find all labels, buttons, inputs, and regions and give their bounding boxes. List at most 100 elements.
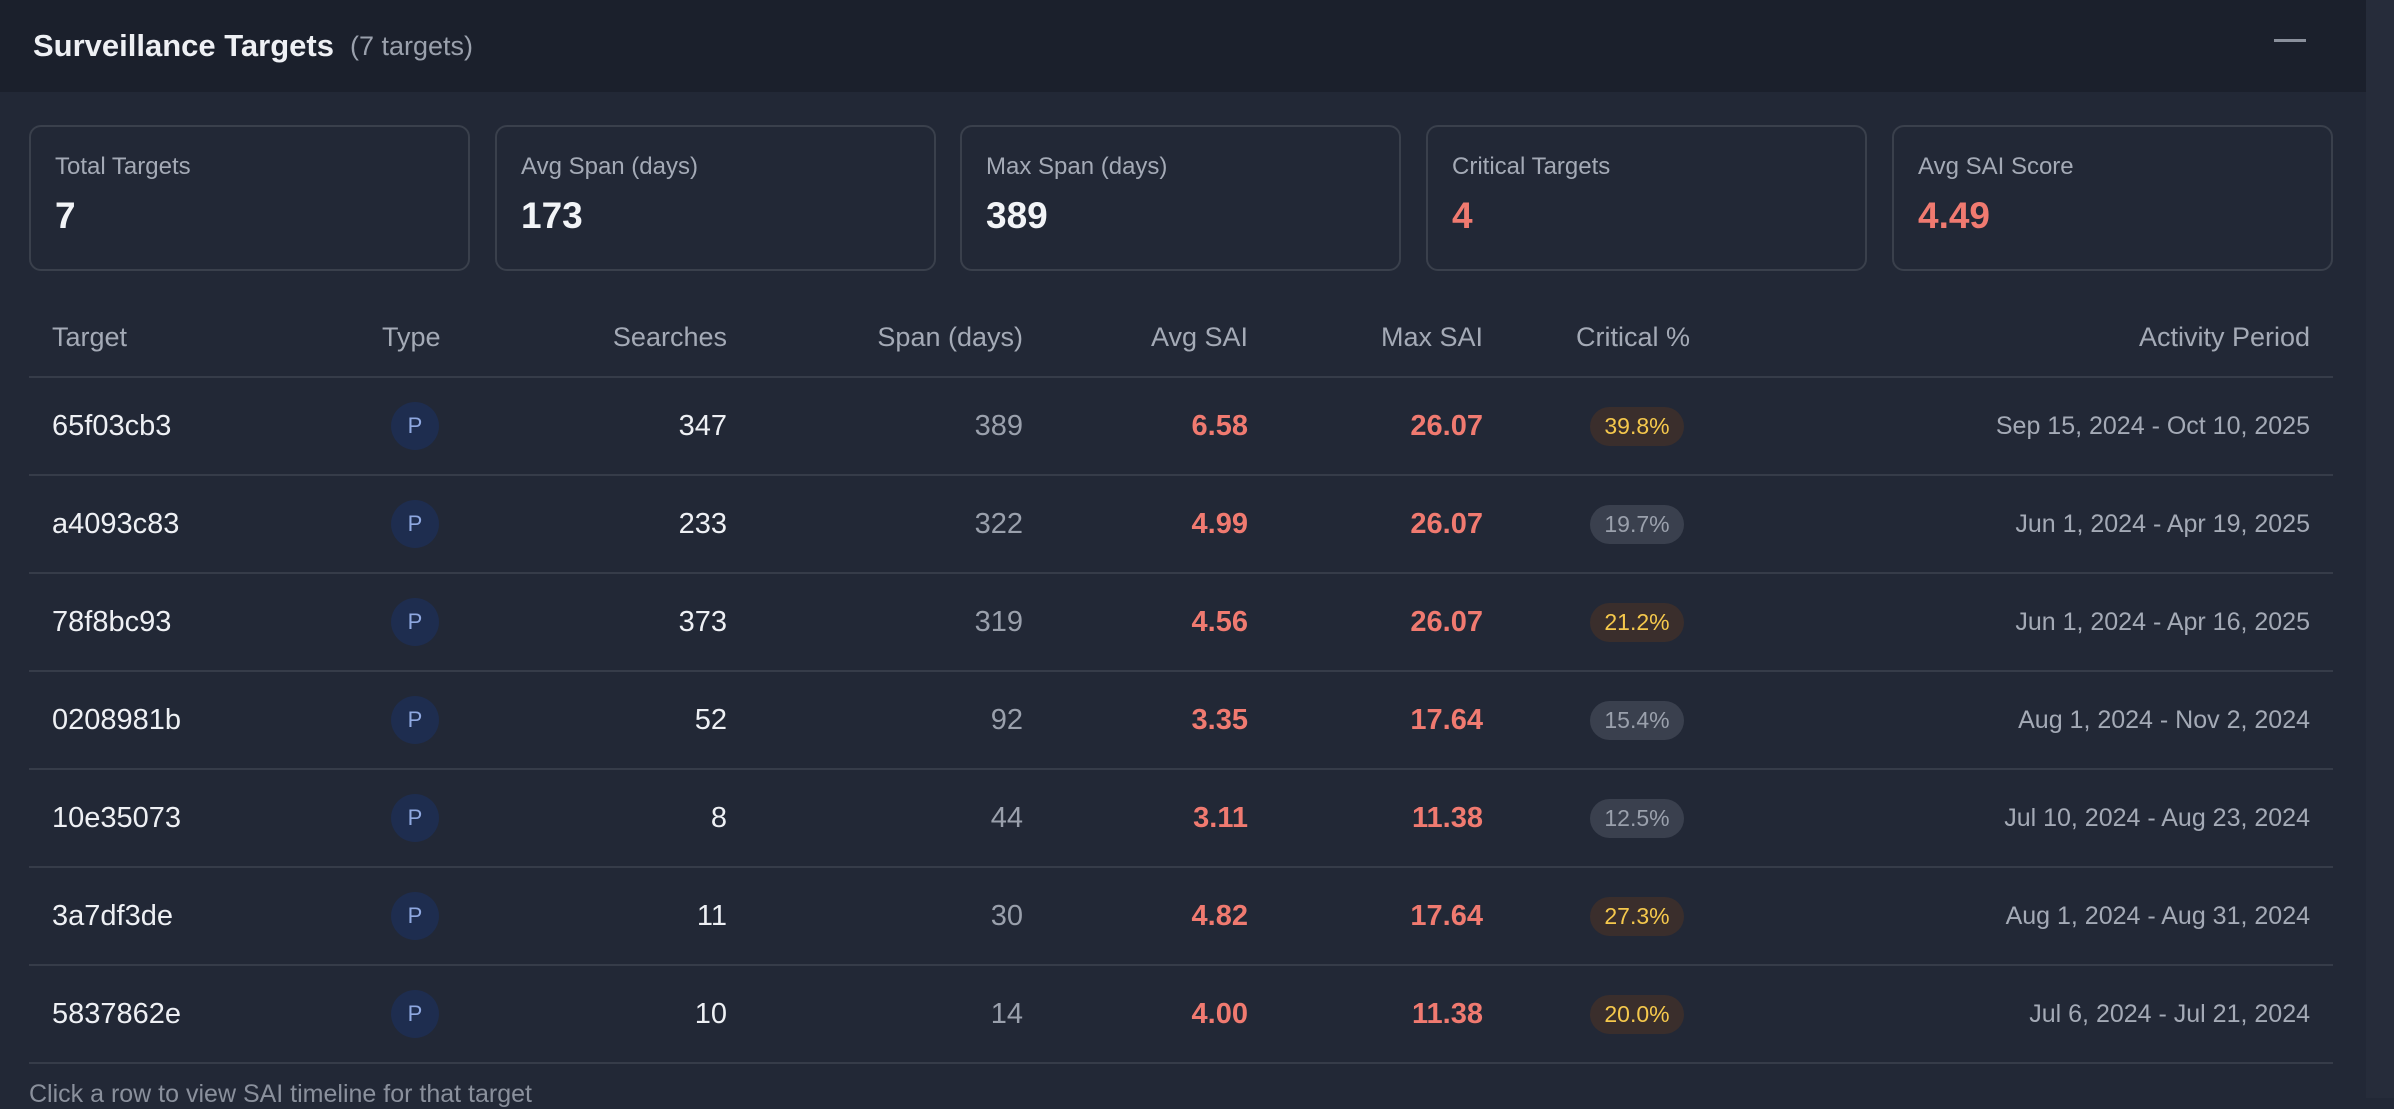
- type-badge: P: [391, 500, 439, 548]
- target-id: 65f03cb3: [52, 409, 172, 442]
- header-divider: [29, 376, 2333, 378]
- col-header-max-sai[interactable]: Max SAI: [1380, 322, 1483, 352]
- critical-cell: 12.5%: [1557, 770, 1717, 866]
- critical-badge: 12.5%: [1590, 798, 1684, 838]
- searches: 10: [694, 997, 727, 1030]
- type-cell: P: [390, 868, 440, 964]
- col-header-type[interactable]: Type: [382, 322, 441, 352]
- span-days: 319: [974, 605, 1023, 638]
- critical-cell: 20.0%: [1557, 966, 1717, 1062]
- type-cell: P: [390, 476, 440, 572]
- target-id: 5837862e: [52, 997, 182, 1030]
- max-sai: 11.38: [1412, 801, 1483, 834]
- stat-label: Max Span (days): [986, 153, 1168, 180]
- critical-badge: 15.4%: [1590, 700, 1684, 740]
- stat-value: 389: [986, 195, 1048, 236]
- minus-icon: [2274, 38, 2306, 42]
- col-header-activity-period[interactable]: Activity Period: [2138, 322, 2310, 352]
- avg-sai: 3.11: [1193, 801, 1248, 834]
- stat-value: 7: [55, 195, 76, 236]
- table-row[interactable]: 78f8bc93 P 373 319 4.56 26.07 21.2% Jun …: [29, 574, 2333, 670]
- scrollbar[interactable]: [2366, 0, 2394, 1098]
- searches: 11: [696, 899, 727, 932]
- col-header-searches[interactable]: Searches: [612, 322, 727, 352]
- row-divider: [29, 964, 2333, 966]
- searches: 373: [678, 605, 727, 638]
- target-id: 0208981b: [52, 703, 182, 736]
- activity-period: Jul 6, 2024 - Jul 21, 2024: [2029, 999, 2310, 1028]
- span-days: 30: [990, 899, 1023, 932]
- critical-badge: 27.3%: [1590, 896, 1684, 936]
- target-id: 78f8bc93: [52, 605, 172, 638]
- activity-period: Aug 1, 2024 - Aug 31, 2024: [2005, 901, 2310, 930]
- row-divider: [29, 572, 2333, 574]
- stat-value: 4: [1452, 195, 1473, 236]
- stat-label: Avg Span (days): [521, 153, 698, 180]
- type-badge: P: [391, 598, 439, 646]
- avg-sai: 3.35: [1191, 703, 1248, 736]
- critical-badge: 20.0%: [1590, 994, 1684, 1034]
- type-cell: P: [390, 672, 440, 768]
- row-divider: [29, 768, 2333, 770]
- type-cell: P: [390, 966, 440, 1062]
- table-row[interactable]: a4093c83 P 233 322 4.99 26.07 19.7% Jun …: [29, 476, 2333, 572]
- type-cell: P: [390, 770, 440, 866]
- critical-cell: 27.3%: [1557, 868, 1717, 964]
- minimize-button[interactable]: [2272, 24, 2308, 56]
- panel-title: Surveillance Targets: [33, 28, 334, 63]
- searches: 233: [678, 507, 727, 540]
- critical-cell: 19.7%: [1557, 476, 1717, 572]
- critical-cell: 21.2%: [1557, 574, 1717, 670]
- col-header-avg-sai[interactable]: Avg SAI: [1150, 322, 1248, 352]
- stat-label: Total Targets: [55, 153, 191, 180]
- span-days: 322: [974, 507, 1023, 540]
- activity-period: Jun 1, 2024 - Apr 19, 2025: [2015, 509, 2310, 538]
- table-row[interactable]: 10e35073 P 8 44 3.11 11.38 12.5% Jul 10,…: [29, 770, 2333, 866]
- stat-value: 173: [521, 195, 583, 236]
- stat-card: Total Targets 7: [29, 125, 470, 271]
- activity-period: Aug 1, 2024 - Nov 2, 2024: [2018, 705, 2310, 734]
- row-divider: [29, 866, 2333, 868]
- span-days: 44: [990, 801, 1023, 834]
- span-days: 92: [990, 703, 1023, 736]
- target-count: (7 targets): [349, 30, 473, 61]
- row-divider: [29, 670, 2333, 672]
- avg-sai: 4.56: [1191, 605, 1248, 638]
- critical-cell: 15.4%: [1557, 672, 1717, 768]
- table-row[interactable]: 5837862e P 10 14 4.00 11.38 20.0% Jul 6,…: [29, 966, 2333, 1062]
- critical-badge: 19.7%: [1590, 504, 1684, 544]
- table-row[interactable]: 65f03cb3 P 347 389 6.58 26.07 39.8% Sep …: [29, 378, 2333, 474]
- critical-badge: 39.8%: [1590, 406, 1684, 446]
- type-badge: P: [391, 990, 439, 1038]
- target-id: 3a7df3de: [52, 899, 173, 932]
- type-badge: P: [391, 696, 439, 744]
- stat-label: Avg SAI Score: [1918, 153, 2074, 180]
- panel-header: Surveillance Targets (7 targets): [0, 0, 2366, 92]
- stat-card: Avg SAI Score 4.49: [1892, 125, 2333, 271]
- col-header-span[interactable]: Span (days): [877, 322, 1023, 352]
- stat-value: 4.49: [1918, 195, 1991, 236]
- searches: 52: [694, 703, 727, 736]
- row-divider: [29, 1062, 2333, 1064]
- type-badge: P: [391, 402, 439, 450]
- max-sai: 11.38: [1412, 997, 1483, 1030]
- searches: 8: [710, 801, 727, 834]
- table-row[interactable]: 3a7df3de P 11 30 4.82 17.64 27.3% Aug 1,…: [29, 868, 2333, 964]
- avg-sai: 4.00: [1191, 997, 1248, 1030]
- max-sai: 26.07: [1410, 409, 1483, 442]
- max-sai: 17.64: [1410, 899, 1483, 932]
- avg-sai: 6.58: [1191, 409, 1248, 442]
- col-header-target[interactable]: Target: [52, 322, 128, 352]
- type-badge: P: [391, 892, 439, 940]
- table-row[interactable]: 0208981b P 52 92 3.35 17.64 15.4% Aug 1,…: [29, 672, 2333, 768]
- searches: 347: [678, 409, 727, 442]
- activity-period: Jul 10, 2024 - Aug 23, 2024: [2004, 803, 2310, 832]
- stat-label: Critical Targets: [1452, 153, 1611, 180]
- avg-sai: 4.99: [1191, 507, 1248, 540]
- max-sai: 17.64: [1410, 703, 1483, 736]
- row-divider: [29, 474, 2333, 476]
- footer-hint: Click a row to view SAI timeline for tha…: [29, 1080, 532, 1108]
- type-cell: P: [390, 378, 440, 474]
- stat-card: Critical Targets 4: [1426, 125, 1867, 271]
- col-header-critical[interactable]: Critical %: [1576, 322, 1691, 352]
